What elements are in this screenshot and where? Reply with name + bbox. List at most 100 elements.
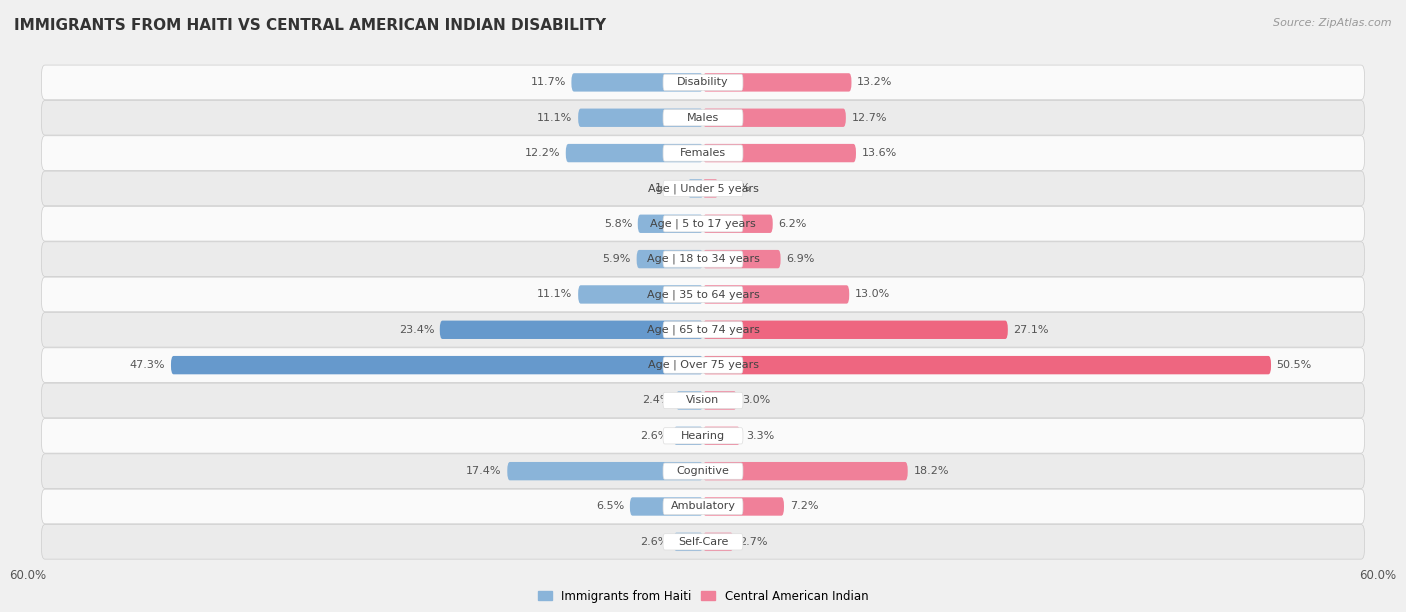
FancyBboxPatch shape [703, 250, 780, 268]
FancyBboxPatch shape [42, 171, 1364, 206]
FancyBboxPatch shape [664, 251, 742, 267]
FancyBboxPatch shape [703, 391, 737, 409]
FancyBboxPatch shape [664, 534, 742, 550]
Text: Age | 5 to 17 years: Age | 5 to 17 years [650, 218, 756, 229]
Text: 6.2%: 6.2% [779, 218, 807, 229]
FancyBboxPatch shape [703, 532, 734, 551]
FancyBboxPatch shape [42, 65, 1364, 100]
FancyBboxPatch shape [703, 144, 856, 162]
Text: Source: ZipAtlas.com: Source: ZipAtlas.com [1274, 18, 1392, 28]
FancyBboxPatch shape [172, 356, 703, 375]
Text: 11.1%: 11.1% [537, 113, 572, 123]
Text: 5.9%: 5.9% [603, 254, 631, 264]
Text: Age | Over 75 years: Age | Over 75 years [648, 360, 758, 370]
FancyBboxPatch shape [703, 462, 908, 480]
Text: 13.6%: 13.6% [862, 148, 897, 158]
Text: 2.6%: 2.6% [640, 431, 668, 441]
FancyBboxPatch shape [42, 383, 1364, 418]
FancyBboxPatch shape [42, 136, 1364, 170]
FancyBboxPatch shape [42, 313, 1364, 347]
FancyBboxPatch shape [664, 428, 742, 444]
Text: 13.2%: 13.2% [858, 77, 893, 88]
Text: Hearing: Hearing [681, 431, 725, 441]
FancyBboxPatch shape [578, 108, 703, 127]
FancyBboxPatch shape [42, 242, 1364, 277]
FancyBboxPatch shape [42, 206, 1364, 241]
Text: 50.5%: 50.5% [1277, 360, 1312, 370]
Text: Females: Females [681, 148, 725, 158]
Text: 3.3%: 3.3% [745, 431, 773, 441]
Text: 13.0%: 13.0% [855, 289, 890, 299]
FancyBboxPatch shape [703, 179, 717, 198]
Text: Self-Care: Self-Care [678, 537, 728, 547]
Text: Age | 35 to 64 years: Age | 35 to 64 years [647, 289, 759, 300]
FancyBboxPatch shape [664, 215, 742, 232]
FancyBboxPatch shape [676, 391, 703, 409]
FancyBboxPatch shape [703, 108, 846, 127]
FancyBboxPatch shape [664, 286, 742, 302]
Text: 2.7%: 2.7% [740, 537, 768, 547]
Text: 2.4%: 2.4% [643, 395, 671, 406]
FancyBboxPatch shape [673, 532, 703, 551]
Text: 1.3%: 1.3% [723, 184, 751, 193]
FancyBboxPatch shape [703, 215, 773, 233]
FancyBboxPatch shape [664, 463, 742, 479]
Text: Disability: Disability [678, 77, 728, 88]
Text: 11.7%: 11.7% [530, 77, 565, 88]
FancyBboxPatch shape [703, 427, 740, 445]
Text: Males: Males [688, 113, 718, 123]
Text: 12.2%: 12.2% [524, 148, 560, 158]
FancyBboxPatch shape [42, 524, 1364, 559]
FancyBboxPatch shape [42, 100, 1364, 135]
FancyBboxPatch shape [664, 181, 742, 196]
Text: 11.1%: 11.1% [537, 289, 572, 299]
Text: Vision: Vision [686, 395, 720, 406]
FancyBboxPatch shape [565, 144, 703, 162]
FancyBboxPatch shape [508, 462, 703, 480]
FancyBboxPatch shape [673, 427, 703, 445]
FancyBboxPatch shape [703, 321, 1008, 339]
FancyBboxPatch shape [42, 454, 1364, 488]
Text: 3.0%: 3.0% [742, 395, 770, 406]
FancyBboxPatch shape [630, 498, 703, 516]
FancyBboxPatch shape [703, 285, 849, 304]
Text: 6.9%: 6.9% [786, 254, 814, 264]
Text: 1.3%: 1.3% [655, 184, 683, 193]
Text: Age | 18 to 34 years: Age | 18 to 34 years [647, 254, 759, 264]
Text: 6.5%: 6.5% [596, 501, 624, 512]
Text: Age | 65 to 74 years: Age | 65 to 74 years [647, 324, 759, 335]
FancyBboxPatch shape [664, 498, 742, 515]
FancyBboxPatch shape [42, 419, 1364, 453]
Text: 7.2%: 7.2% [790, 501, 818, 512]
Legend: Immigrants from Haiti, Central American Indian: Immigrants from Haiti, Central American … [533, 585, 873, 607]
FancyBboxPatch shape [664, 74, 742, 91]
Text: 23.4%: 23.4% [399, 325, 434, 335]
Text: Cognitive: Cognitive [676, 466, 730, 476]
Text: 47.3%: 47.3% [129, 360, 166, 370]
FancyBboxPatch shape [664, 145, 742, 161]
FancyBboxPatch shape [664, 392, 742, 409]
FancyBboxPatch shape [664, 110, 742, 126]
FancyBboxPatch shape [703, 356, 1271, 375]
FancyBboxPatch shape [703, 498, 785, 516]
Text: 17.4%: 17.4% [467, 466, 502, 476]
FancyBboxPatch shape [42, 489, 1364, 524]
Text: 18.2%: 18.2% [914, 466, 949, 476]
Text: 5.8%: 5.8% [603, 218, 633, 229]
FancyBboxPatch shape [689, 179, 703, 198]
FancyBboxPatch shape [440, 321, 703, 339]
FancyBboxPatch shape [42, 277, 1364, 312]
FancyBboxPatch shape [664, 322, 742, 338]
FancyBboxPatch shape [638, 215, 703, 233]
Text: Ambulatory: Ambulatory [671, 501, 735, 512]
FancyBboxPatch shape [571, 73, 703, 92]
FancyBboxPatch shape [578, 285, 703, 304]
Text: IMMIGRANTS FROM HAITI VS CENTRAL AMERICAN INDIAN DISABILITY: IMMIGRANTS FROM HAITI VS CENTRAL AMERICA… [14, 18, 606, 34]
Text: Age | Under 5 years: Age | Under 5 years [648, 183, 758, 193]
Text: 27.1%: 27.1% [1014, 325, 1049, 335]
FancyBboxPatch shape [637, 250, 703, 268]
Text: 12.7%: 12.7% [852, 113, 887, 123]
FancyBboxPatch shape [42, 348, 1364, 382]
FancyBboxPatch shape [664, 357, 742, 373]
Text: 2.6%: 2.6% [640, 537, 668, 547]
